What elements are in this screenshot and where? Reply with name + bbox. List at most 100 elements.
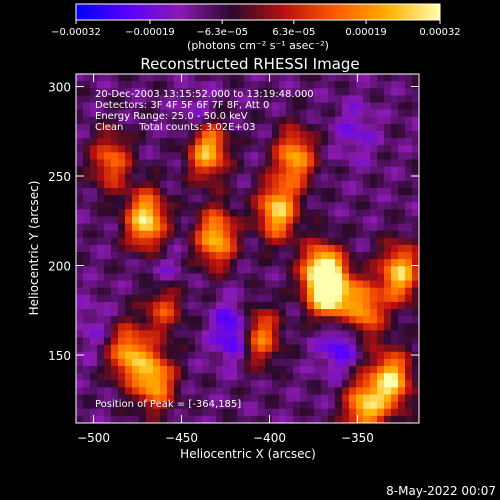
heatmap-cell (321, 95, 329, 103)
heatmap-cell (97, 301, 105, 310)
heatmap-cell (328, 95, 336, 103)
heatmap-cell (335, 273, 343, 281)
heatmap-cell (90, 373, 98, 381)
heatmap-cell (216, 273, 224, 281)
heatmap-cell (125, 259, 133, 267)
heatmap-cell (230, 173, 238, 182)
heatmap-cell (216, 401, 224, 410)
heatmap-cell (335, 81, 343, 89)
heatmap-cell (153, 180, 161, 189)
heatmap-cell (272, 209, 280, 217)
heatmap-cell (405, 358, 413, 367)
heatmap-cell (314, 337, 322, 346)
heatmap-cell (181, 74, 189, 82)
heatmap-cell (111, 294, 119, 303)
heatmap-cell (300, 309, 308, 317)
heatmap-cell (125, 287, 133, 296)
heatmap-cell (328, 373, 336, 381)
heatmap-cell (174, 358, 182, 367)
heatmap-cell (209, 280, 217, 289)
heatmap-cell (265, 230, 273, 239)
heatmap-cell (363, 273, 371, 281)
heatmap-cell (384, 202, 392, 210)
heatmap-cell (370, 130, 378, 139)
heatmap-cell (405, 152, 413, 160)
heatmap-cell (279, 373, 287, 381)
heatmap-cell (272, 337, 280, 346)
heatmap-cell (307, 351, 315, 360)
heatmap-cell (146, 415, 154, 424)
heatmap-cell (230, 116, 238, 125)
heatmap-cell (370, 380, 378, 388)
heatmap-cell (111, 237, 119, 246)
heatmap-cell (83, 244, 91, 253)
heatmap-cell (97, 273, 105, 281)
heatmap-cell (97, 152, 105, 160)
heatmap-cell (342, 316, 350, 324)
heatmap-cell (314, 280, 322, 289)
heatmap-cell (398, 316, 406, 324)
heatmap-cell (167, 202, 175, 210)
heatmap-cell (363, 159, 371, 167)
heatmap-cell (167, 273, 175, 281)
heatmap-cell (391, 337, 399, 346)
heatmap-cell (349, 330, 357, 338)
heatmap-cell (314, 273, 322, 281)
heatmap-cell (188, 273, 196, 281)
heatmap-cell (104, 266, 112, 274)
heatmap-cell (265, 202, 273, 210)
heatmap-cell (118, 74, 126, 82)
heatmap-cell (300, 280, 308, 289)
heatmap-cell (90, 337, 98, 346)
heatmap-cell (195, 344, 203, 353)
heatmap-cell (258, 237, 266, 246)
heatmap-cell (90, 294, 98, 303)
heatmap-cell (125, 344, 133, 353)
colorbar-tick-label: −0.00019 (125, 27, 175, 38)
heatmap-cell (356, 74, 364, 82)
heatmap-cell (160, 309, 168, 317)
heatmap-cell (314, 180, 322, 189)
heatmap-cell (90, 366, 98, 374)
heatmap-cell (181, 316, 189, 324)
heatmap-cell (181, 102, 189, 111)
heatmap-cell (244, 366, 252, 374)
heatmap-cell (328, 230, 336, 239)
heatmap-cell (321, 394, 329, 403)
heatmap-cell (342, 252, 350, 260)
heatmap-cell (279, 95, 287, 103)
heatmap-cell (90, 116, 98, 125)
heatmap-cell (293, 138, 301, 146)
heatmap-cell (349, 337, 357, 346)
heatmap-cell (328, 237, 336, 246)
heatmap-cell (216, 280, 224, 289)
heatmap-cell (132, 102, 140, 111)
heatmap-cell (83, 159, 91, 167)
heatmap-cell (286, 344, 294, 353)
heatmap-cell (363, 209, 371, 217)
heatmap-cell (160, 387, 168, 395)
heatmap-cell (195, 294, 203, 303)
heatmap-cell (244, 344, 252, 353)
heatmap-cell (146, 74, 154, 82)
heatmap-cell (188, 130, 196, 139)
heatmap-cell (230, 380, 238, 388)
heatmap-cell (90, 252, 98, 260)
heatmap-cell (76, 337, 84, 346)
heatmap-cell (174, 159, 182, 167)
heatmap-cell (286, 102, 294, 111)
heatmap-cell (153, 159, 161, 167)
heatmap-cell (265, 259, 273, 267)
heatmap-cell (202, 95, 210, 103)
heatmap-cell (160, 252, 168, 260)
heatmap-cell (377, 216, 385, 224)
heatmap-cell (384, 123, 392, 132)
heatmap-cell (139, 195, 147, 203)
heatmap-cell (132, 152, 140, 160)
heatmap-cell (265, 401, 273, 410)
y-tick-label: 300 (48, 81, 71, 95)
heatmap-cell (90, 244, 98, 253)
heatmap-cell (216, 301, 224, 310)
colorbar-tick-label: 0.00032 (419, 27, 460, 38)
heatmap-cell (153, 280, 161, 289)
